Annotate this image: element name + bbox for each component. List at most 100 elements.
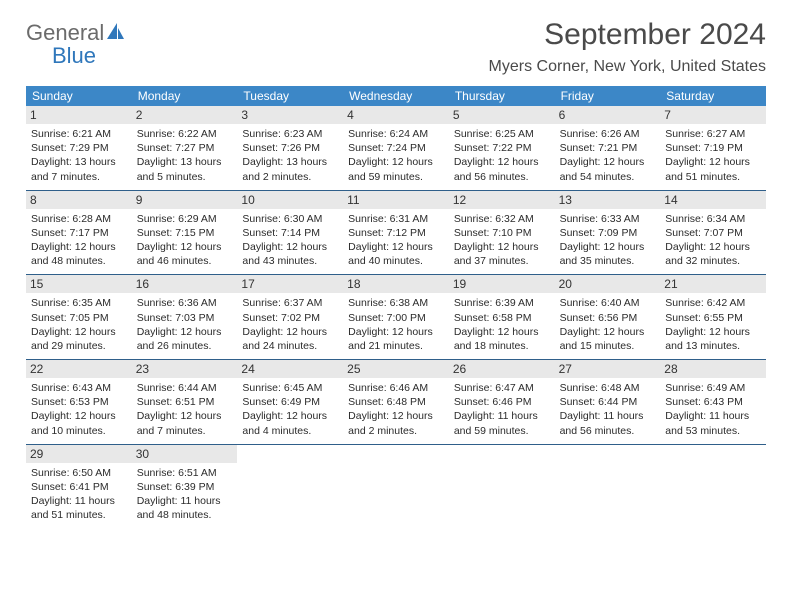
sunset-text: Sunset: 7:22 PM bbox=[454, 141, 550, 155]
day-cell: 12Sunrise: 6:32 AMSunset: 7:10 PMDayligh… bbox=[449, 191, 555, 275]
sunrise-text: Sunrise: 6:47 AM bbox=[454, 381, 550, 395]
day-cell: 22 Sunrise: 6:43 AMSunset: 6:53 PMDayligh… bbox=[26, 360, 132, 444]
day-cell: 10Sunrise: 6:30 AMSunset: 7:14 PMDayligh… bbox=[237, 191, 343, 275]
dow-sunday: Sunday bbox=[26, 86, 132, 106]
location-text: Myers Corner, New York, United States bbox=[489, 58, 766, 76]
sunrise-text: Sunrise: 6:36 AM bbox=[137, 296, 233, 310]
sunrise-text: Sunrise: 6:37 AM bbox=[242, 296, 338, 310]
dow-saturday: Saturday bbox=[660, 86, 766, 106]
dow-monday: Monday bbox=[132, 86, 238, 106]
sunset-text: Sunset: 7:21 PM bbox=[560, 141, 656, 155]
day-number: 16 bbox=[132, 275, 238, 293]
day-cell: 23 Sunrise: 6:44 AMSunset: 6:51 PMDayligh… bbox=[132, 360, 238, 444]
daylight-text: Daylight: 12 hours and 48 minutes. bbox=[31, 240, 127, 268]
daylight-text: Daylight: 12 hours and 29 minutes. bbox=[31, 325, 127, 353]
sunset-text: Sunset: 7:17 PM bbox=[31, 226, 127, 240]
day-cell: 26Sunrise: 6:47 AMSunset: 6:46 PMDayligh… bbox=[449, 360, 555, 444]
day-cell: 30Sunrise: 6:51 AMSunset: 6:39 PMDayligh… bbox=[132, 445, 238, 529]
sunrise-text: Sunrise: 6:42 AM bbox=[665, 296, 761, 310]
day-number: 17 bbox=[237, 275, 343, 293]
day-cell: 21Sunrise: 6:42 AMSunset: 6:55 PMDayligh… bbox=[660, 275, 766, 359]
daylight-text: Daylight: 12 hours and 10 minutes. bbox=[31, 409, 127, 437]
day-cell: 19Sunrise: 6:39 AMSunset: 6:58 PMDayligh… bbox=[449, 275, 555, 359]
daylight-text: Daylight: 12 hours and 13 minutes. bbox=[665, 325, 761, 353]
brand-logo: General Blue bbox=[26, 18, 126, 68]
sunrise-text: Sunrise: 6:25 AM bbox=[454, 127, 550, 141]
dow-thursday: Thursday bbox=[449, 86, 555, 106]
day-number: 24 bbox=[237, 360, 343, 378]
day-body: Sunrise: 6:48 AMSunset: 6:44 PMDaylight:… bbox=[560, 381, 656, 438]
day-cell: 13 Sunrise: 6:33 AMSunset: 7:09 PMDayligh… bbox=[555, 191, 661, 275]
day-number: 13 bbox=[555, 191, 661, 209]
day-body: Sunrise: 6:31 AMSunset: 7:12 PMDaylight:… bbox=[348, 212, 444, 269]
day-cell: 20Sunrise: 6:40 AMSunset: 6:56 PMDayligh… bbox=[555, 275, 661, 359]
day-body: Sunrise: 6:32 AMSunset: 7:10 PMDaylight:… bbox=[454, 212, 550, 269]
daylight-text: Daylight: 12 hours and 15 minutes. bbox=[560, 325, 656, 353]
daylight-text: Daylight: 13 hours and 2 minutes. bbox=[242, 155, 338, 183]
day-cell: 27 Sunrise: 6:48 AMSunset: 6:44 PMDayligh… bbox=[555, 360, 661, 444]
week-row: 22 Sunrise: 6:43 AMSunset: 6:53 PMDayligh… bbox=[26, 360, 766, 445]
sunrise-text: Sunrise: 6:35 AM bbox=[31, 296, 127, 310]
day-body: Sunrise: 6:35 AMSunset: 7:05 PMDaylight:… bbox=[31, 296, 127, 353]
day-number: 3 bbox=[237, 106, 343, 124]
sunset-text: Sunset: 7:27 PM bbox=[137, 141, 233, 155]
week-row: 8Sunrise: 6:28 AMSunset: 7:17 PMDaylight… bbox=[26, 191, 766, 276]
day-number: 4 bbox=[343, 106, 449, 124]
day-body: Sunrise: 6:44 AMSunset: 6:51 PMDaylight:… bbox=[137, 381, 233, 438]
day-number: 23 bbox=[132, 360, 238, 378]
daylight-text: Daylight: 12 hours and 18 minutes. bbox=[454, 325, 550, 353]
day-cell: 18Sunrise: 6:38 AMSunset: 7:00 PMDayligh… bbox=[343, 275, 449, 359]
sunset-text: Sunset: 7:05 PM bbox=[31, 311, 127, 325]
daylight-text: Daylight: 11 hours and 53 minutes. bbox=[665, 409, 761, 437]
day-of-week-header: Sunday Monday Tuesday Wednesday Thursday… bbox=[26, 86, 766, 106]
sunrise-text: Sunrise: 6:45 AM bbox=[242, 381, 338, 395]
sunrise-text: Sunrise: 6:22 AM bbox=[137, 127, 233, 141]
sunrise-text: Sunrise: 6:38 AM bbox=[348, 296, 444, 310]
day-body: Sunrise: 6:42 AMSunset: 6:55 PMDaylight:… bbox=[665, 296, 761, 353]
day-body: Sunrise: 6:38 AMSunset: 7:00 PMDaylight:… bbox=[348, 296, 444, 353]
day-body: Sunrise: 6:29 AMSunset: 7:15 PMDaylight:… bbox=[137, 212, 233, 269]
day-body: Sunrise: 6:28 AMSunset: 7:17 PMDaylight:… bbox=[31, 212, 127, 269]
daylight-text: Daylight: 12 hours and 32 minutes. bbox=[665, 240, 761, 268]
daylight-text: Daylight: 12 hours and 51 minutes. bbox=[665, 155, 761, 183]
day-body: Sunrise: 6:46 AMSunset: 6:48 PMDaylight:… bbox=[348, 381, 444, 438]
day-number: 19 bbox=[449, 275, 555, 293]
day-number: 20 bbox=[555, 275, 661, 293]
day-number: 28 bbox=[660, 360, 766, 378]
day-body: Sunrise: 6:24 AMSunset: 7:24 PMDaylight:… bbox=[348, 127, 444, 184]
day-body: Sunrise: 6:43 AMSunset: 6:53 PMDaylight:… bbox=[31, 381, 127, 438]
day-cell: 14Sunrise: 6:34 AMSunset: 7:07 PMDayligh… bbox=[660, 191, 766, 275]
week-row: 1Sunrise: 6:21 AMSunset: 7:29 PMDaylight… bbox=[26, 106, 766, 191]
day-number: 6 bbox=[555, 106, 661, 124]
sunrise-text: Sunrise: 6:34 AM bbox=[665, 212, 761, 226]
sunset-text: Sunset: 6:44 PM bbox=[560, 395, 656, 409]
sunrise-text: Sunrise: 6:40 AM bbox=[560, 296, 656, 310]
sunset-text: Sunset: 7:07 PM bbox=[665, 226, 761, 240]
sunset-text: Sunset: 6:48 PM bbox=[348, 395, 444, 409]
sunrise-text: Sunrise: 6:33 AM bbox=[560, 212, 656, 226]
day-body: Sunrise: 6:33 AMSunset: 7:09 PMDaylight:… bbox=[560, 212, 656, 269]
daylight-text: Daylight: 11 hours and 51 minutes. bbox=[31, 494, 127, 522]
sunset-text: Sunset: 7:24 PM bbox=[348, 141, 444, 155]
day-cell: 16Sunrise: 6:36 AMSunset: 7:03 PMDayligh… bbox=[132, 275, 238, 359]
day-body: Sunrise: 6:37 AMSunset: 7:02 PMDaylight:… bbox=[242, 296, 338, 353]
sunrise-text: Sunrise: 6:51 AM bbox=[137, 466, 233, 480]
sunrise-text: Sunrise: 6:49 AM bbox=[665, 381, 761, 395]
daylight-text: Daylight: 12 hours and 35 minutes. bbox=[560, 240, 656, 268]
day-number: 7 bbox=[660, 106, 766, 124]
daylight-text: Daylight: 13 hours and 5 minutes. bbox=[137, 155, 233, 183]
sunrise-text: Sunrise: 6:50 AM bbox=[31, 466, 127, 480]
day-body: Sunrise: 6:27 AMSunset: 7:19 PMDaylight:… bbox=[665, 127, 761, 184]
empty-cell bbox=[343, 445, 449, 529]
day-number: 22 bbox=[26, 360, 132, 378]
sunrise-text: Sunrise: 6:31 AM bbox=[348, 212, 444, 226]
day-number: 27 bbox=[555, 360, 661, 378]
day-number: 5 bbox=[449, 106, 555, 124]
sunrise-text: Sunrise: 6:29 AM bbox=[137, 212, 233, 226]
day-cell: 9Sunrise: 6:29 AMSunset: 7:15 PMDaylight… bbox=[132, 191, 238, 275]
daylight-text: Daylight: 12 hours and 26 minutes. bbox=[137, 325, 233, 353]
sunrise-text: Sunrise: 6:46 AM bbox=[348, 381, 444, 395]
day-body: Sunrise: 6:51 AMSunset: 6:39 PMDaylight:… bbox=[137, 466, 233, 523]
day-cell: 17 Sunrise: 6:37 AMSunset: 7:02 PMDayligh… bbox=[237, 275, 343, 359]
day-body: Sunrise: 6:25 AMSunset: 7:22 PMDaylight:… bbox=[454, 127, 550, 184]
